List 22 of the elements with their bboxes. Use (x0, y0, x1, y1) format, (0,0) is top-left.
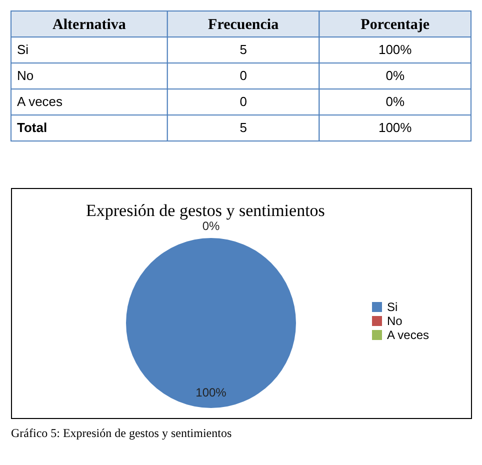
category-label: Si (17, 42, 29, 57)
series-label: Porcentaje (360, 17, 430, 33)
data-label: 0% (386, 94, 405, 109)
data-label: 0 (240, 94, 247, 109)
text: 0% (202, 219, 220, 233)
data-label: 5 (240, 120, 247, 135)
data-label: 100% (378, 42, 412, 57)
data-label: 0 (240, 68, 247, 83)
text: Gráfico 5: Expresión de gestos y sentimientos (11, 426, 232, 440)
data-label: 100% (196, 386, 227, 400)
legend-label: Si (387, 300, 398, 314)
category-label: No (17, 68, 34, 83)
category-label: A veces (17, 94, 64, 109)
text: Alternativa (52, 17, 126, 33)
legend-label: A veces (387, 328, 430, 342)
data-label: 0% (386, 68, 405, 83)
legend-label: No (387, 314, 403, 328)
category-label: Total (17, 120, 48, 135)
chart-title: Expresión de gestos y sentimientos (86, 201, 325, 220)
series-label: Frecuencia (208, 17, 280, 33)
data-label: 100% (378, 120, 412, 135)
data-label: 5 (240, 42, 247, 57)
